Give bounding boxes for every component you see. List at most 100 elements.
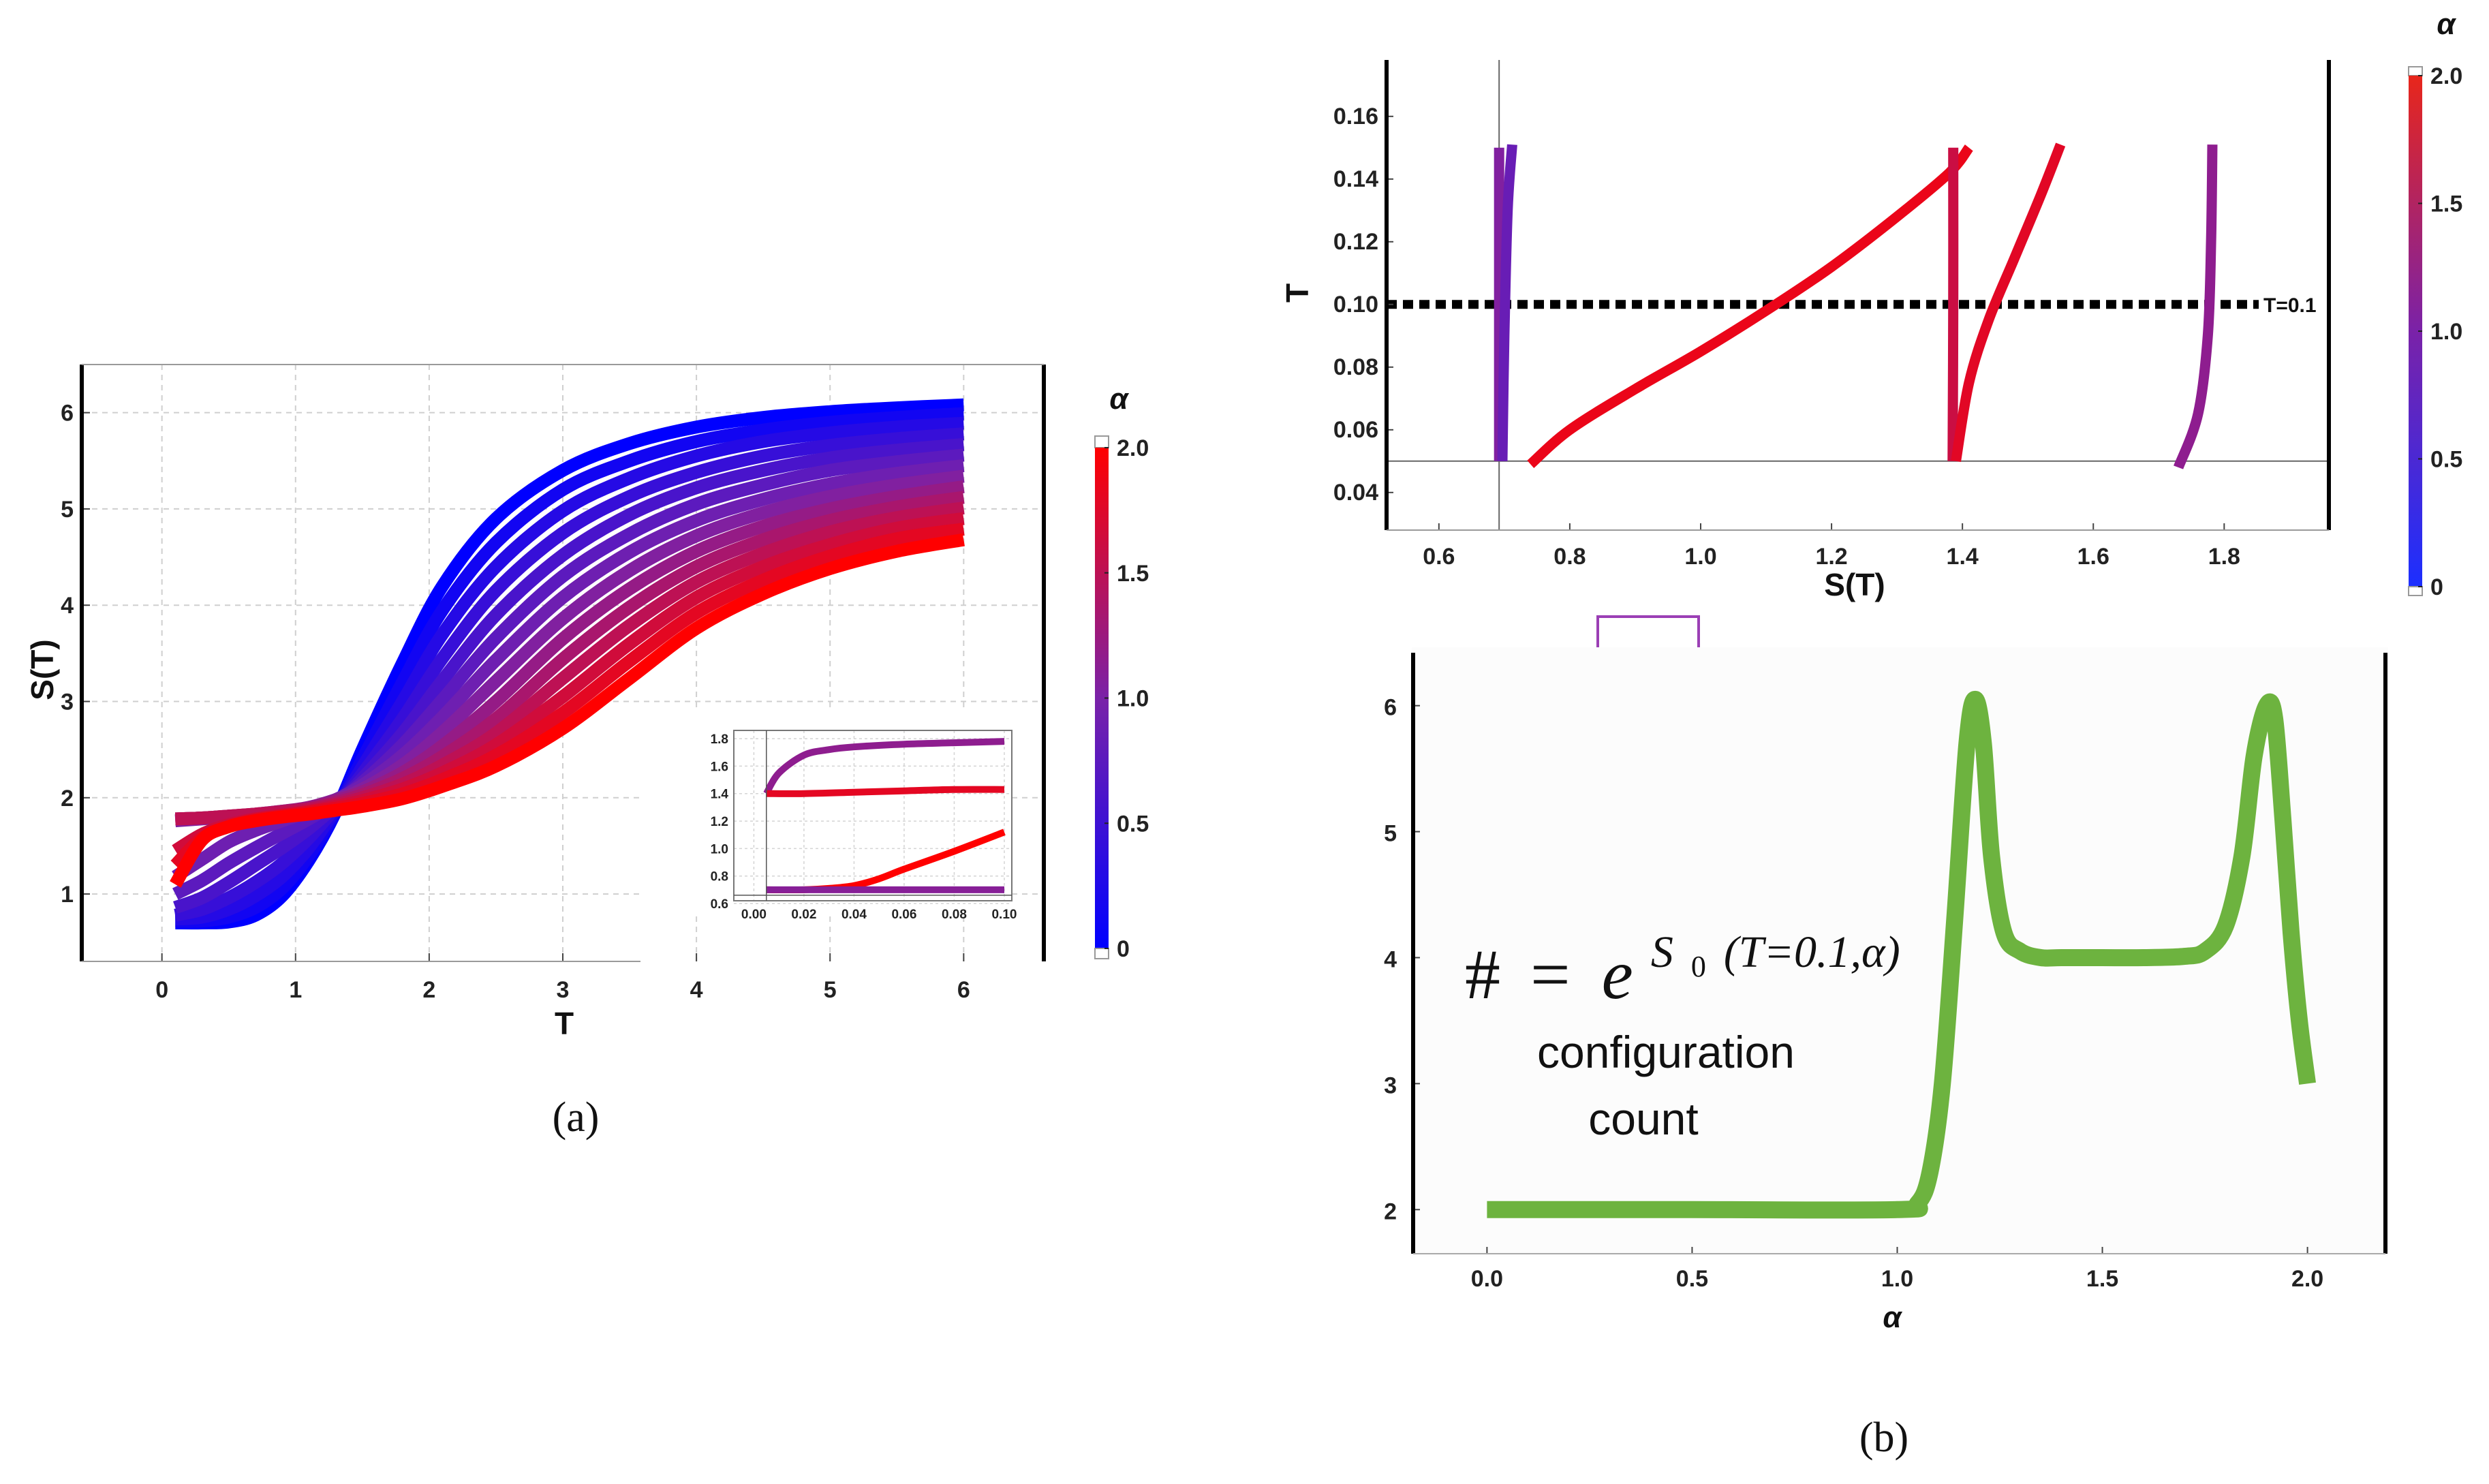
a-tick-labels: 0 1 2 3 4 5 6 1 2 3 4 5 6 bbox=[61, 401, 970, 1003]
bb-axes bbox=[1411, 647, 2388, 1256]
bb-xtick-label: 1.5 bbox=[2086, 1266, 2118, 1292]
bb-ytick-label: 6 bbox=[1384, 695, 1397, 721]
bt-ytick-label: 0.04 bbox=[1333, 480, 1378, 506]
bt-ytick-label: 0.06 bbox=[1333, 417, 1378, 443]
bb-xtick-label: 1.0 bbox=[1881, 1266, 1913, 1292]
a-ytick-label: 1 bbox=[61, 882, 74, 908]
a-colorbar-ticks: 0 0.5 1.0 1.5 2.0 bbox=[1104, 435, 1149, 962]
colorbar-tick-label: 2.0 bbox=[1117, 435, 1149, 461]
panel-b-bottom: 0.0 0.5 1.0 1.5 2.0 2 3 4 5 6 α # = e S 0 (T=0.1,… bbox=[1384, 647, 2388, 1334]
a-xtick-label: 5 bbox=[824, 977, 837, 1003]
a-ytick-label: 4 bbox=[61, 593, 74, 619]
a-colorbar-cap-top bbox=[1094, 435, 1109, 448]
inset-series-line bbox=[763, 738, 1005, 796]
b-colorbar-cap-top bbox=[2408, 66, 2423, 76]
bt-xtick-label: 1.2 bbox=[1815, 544, 1847, 570]
a-xtick-label: 3 bbox=[557, 977, 570, 1003]
bt-series-line bbox=[1951, 142, 2066, 463]
bt-series-group bbox=[1494, 142, 2218, 469]
inset-ytick-label: 0.8 bbox=[711, 870, 728, 884]
inset-tick-labels: 0.00 0.02 0.04 0.06 0.08 0.10 0.6 0.8 1.0 1.2 1.4 1… bbox=[711, 732, 1017, 922]
inset-xtick-label: 0.08 bbox=[942, 908, 967, 922]
a-series-line bbox=[174, 427, 964, 922]
b-colorbar-ticks: 0 0.5 1.0 1.5 2.0 bbox=[2418, 63, 2462, 600]
a-xlabel: T bbox=[555, 1006, 574, 1041]
bb-ytick-label: 4 bbox=[1384, 946, 1397, 972]
bt-ytick-label: 0.08 bbox=[1333, 354, 1378, 380]
bt-ytick-label: 0.14 bbox=[1333, 166, 1378, 192]
a-series-line bbox=[170, 533, 965, 888]
inset-frame bbox=[733, 730, 1012, 901]
caption-b: (b) bbox=[1859, 1415, 1908, 1461]
inset-ytick-label: 0.6 bbox=[711, 897, 728, 912]
formula-text: # = e S 0 (T=0.1,α) bbox=[1465, 904, 1900, 1014]
a-ytick-label: 3 bbox=[61, 690, 74, 715]
bt-xtick-label: 1.0 bbox=[1684, 544, 1716, 570]
a-xtick-label: 2 bbox=[422, 977, 435, 1003]
a-ytick-label: 5 bbox=[61, 497, 74, 523]
inset-axes bbox=[733, 730, 1012, 901]
a-series-line bbox=[175, 407, 964, 928]
annotation-line2: count bbox=[1588, 1094, 1698, 1144]
inset-series-line bbox=[766, 786, 1005, 797]
bb-xlabel: α bbox=[1883, 1301, 1902, 1334]
bb-background bbox=[1412, 647, 2388, 1256]
formula-equals: = bbox=[1530, 936, 1571, 1014]
bb-count-line bbox=[1487, 690, 2316, 1219]
colorbar-tick-label: 0 bbox=[1117, 936, 1130, 962]
inset-series-group bbox=[763, 738, 1006, 894]
bb-ytick-label: 3 bbox=[1384, 1072, 1397, 1098]
colorbar-tick-label: 1.5 bbox=[1117, 561, 1149, 587]
b-colorbar: α 0 0.5 1.0 1.5 2.0 bbox=[2408, 7, 2462, 600]
inset-xtick-label: 0.06 bbox=[891, 908, 916, 922]
a-series-line bbox=[172, 459, 965, 882]
bb-ytick-label: 2 bbox=[1384, 1199, 1397, 1224]
formula-hash: # bbox=[1465, 936, 1500, 1014]
bt-ytick-label: 0.12 bbox=[1333, 229, 1378, 255]
bt-xtick-label: 1.8 bbox=[2208, 544, 2240, 570]
a-inset-background bbox=[640, 709, 1012, 913]
bt-series-line bbox=[2174, 144, 2218, 469]
colorbar-tick-label: 1.0 bbox=[1117, 686, 1149, 712]
inset-xtick-label: 0.10 bbox=[991, 908, 1017, 922]
bb-xtick-label: 2.0 bbox=[2291, 1266, 2323, 1292]
inset-ytick-label: 1.4 bbox=[711, 788, 729, 802]
colorbar-tick-label: 1.0 bbox=[2430, 319, 2462, 345]
a-series-line bbox=[175, 398, 964, 930]
bt-xtick-label: 0.8 bbox=[1553, 544, 1586, 570]
a-xtick-label: 0 bbox=[155, 977, 168, 1003]
colorbar-tick-label: 0.5 bbox=[1117, 811, 1149, 837]
a-ytick-label: 6 bbox=[61, 401, 74, 427]
inset-ytick-label: 1.0 bbox=[711, 842, 728, 856]
inset-xtick-label: 0.02 bbox=[791, 908, 816, 922]
a-colorbar-label: α bbox=[1109, 382, 1129, 416]
annotation-line1: configuration bbox=[1537, 1027, 1795, 1077]
a-axes bbox=[80, 364, 1046, 962]
bt-xtick-label: 0.6 bbox=[1423, 544, 1455, 570]
bt-ytick-label: 0.10 bbox=[1333, 292, 1378, 318]
colorbar-tick-label: 1.5 bbox=[2430, 191, 2462, 217]
formula: # = e S 0 (T=0.1,α) bbox=[1465, 904, 1900, 1014]
inset-ytick-label: 1.2 bbox=[711, 815, 728, 829]
inset-ytick-label: 1.6 bbox=[711, 760, 728, 774]
inset-xtick-label: 0.04 bbox=[841, 908, 867, 922]
a-colorbar: α 0 0.5 1.0 1.5 2.0 bbox=[1094, 382, 1149, 962]
a-series-group bbox=[170, 398, 965, 930]
b-colorbar-label: α bbox=[2437, 7, 2456, 41]
a-inset: 0.00 0.02 0.04 0.06 0.08 0.10 0.6 0.8 1.0 1.2 1.4 1… bbox=[640, 709, 1017, 922]
a-ytick-label: 2 bbox=[61, 786, 74, 811]
formula-subscript: 0 bbox=[1691, 950, 1706, 983]
bt-tick-labels: 0.6 0.8 1.0 1.2 1.4 1.6 1.8 0.04 0.06 0.08 0.10 0.1… bbox=[1333, 104, 2240, 570]
bt-gridlines bbox=[1387, 60, 2329, 530]
bb-ytick-label: 5 bbox=[1384, 821, 1397, 847]
inset-ytick-label: 1.8 bbox=[711, 732, 728, 747]
formula-exponent: S bbox=[1651, 927, 1673, 977]
colorbar-tick-label: 0.5 bbox=[2430, 447, 2462, 473]
formula-args: (T=0.1,α) bbox=[1724, 927, 1900, 977]
bb-tick-labels: 0.0 0.5 1.0 1.5 2.0 2 3 4 5 6 bbox=[1384, 695, 2323, 1292]
bt-series-line bbox=[1497, 144, 1517, 461]
a-xtick-label: 1 bbox=[289, 977, 302, 1003]
panel-b-top: 0.6 0.8 1.0 1.2 1.4 1.6 1.8 0.04 0.06 0.08 0.10 0.1… bbox=[1280, 7, 2462, 602]
